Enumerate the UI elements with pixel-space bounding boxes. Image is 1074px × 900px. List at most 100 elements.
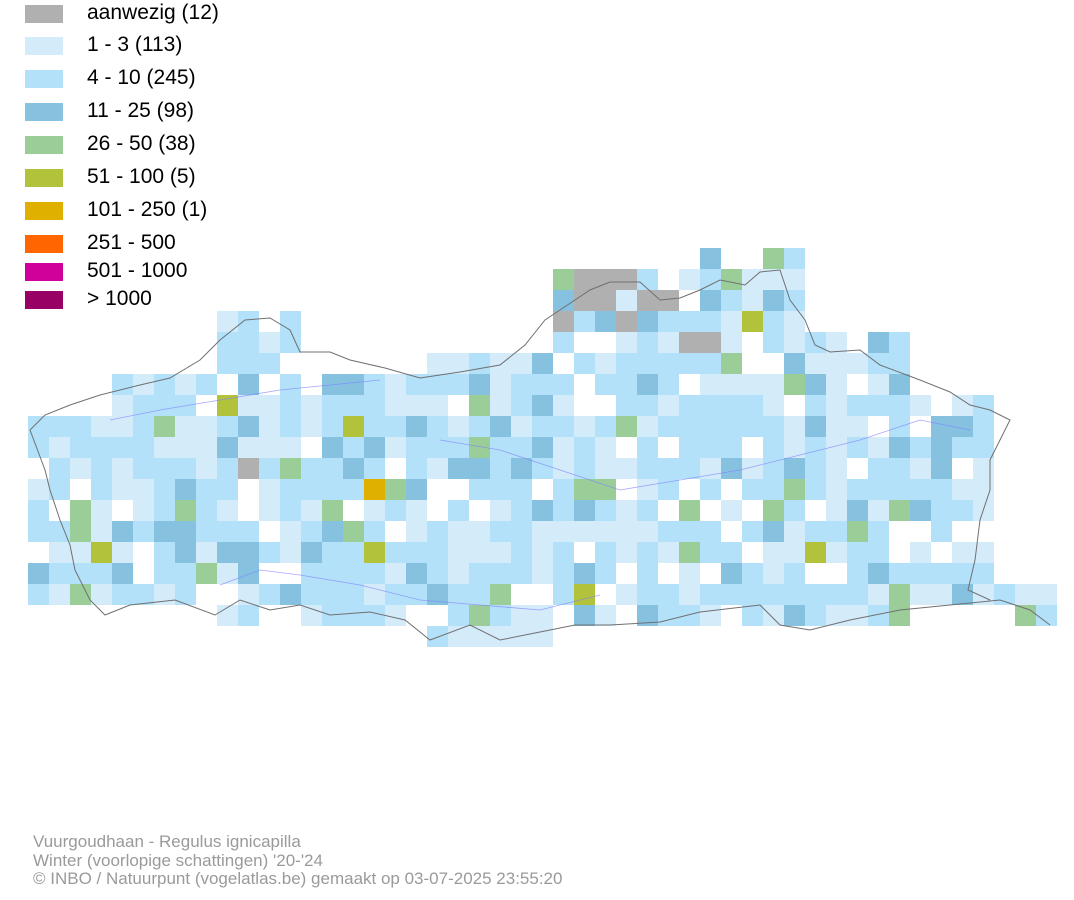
grid-cell [364, 563, 385, 584]
grid-cell [154, 479, 175, 500]
grid-cell [973, 395, 994, 416]
grid-cell [637, 605, 658, 626]
grid-cell [574, 479, 595, 500]
grid-cell [469, 395, 490, 416]
grid-cell [133, 500, 154, 521]
grid-cell [784, 290, 805, 311]
grid-cell [511, 374, 532, 395]
grid-cell [574, 521, 595, 542]
grid-cell [217, 311, 238, 332]
grid-cell [427, 626, 448, 647]
grid-cell [574, 416, 595, 437]
grid-cell [280, 521, 301, 542]
grid-cell [364, 542, 385, 563]
grid-cell [469, 374, 490, 395]
grid-cell [175, 521, 196, 542]
grid-cell [112, 437, 133, 458]
grid-cell [217, 542, 238, 563]
grid-cell [343, 605, 364, 626]
grid-cell [637, 479, 658, 500]
grid-cell [112, 584, 133, 605]
grid-cell [784, 584, 805, 605]
grid-cell [973, 563, 994, 584]
grid-cell [742, 563, 763, 584]
grid-cell [637, 353, 658, 374]
grid-cell [847, 605, 868, 626]
grid-cell [658, 353, 679, 374]
grid-cell [889, 374, 910, 395]
grid-cell [700, 437, 721, 458]
grid-cell [217, 479, 238, 500]
legend-label: 251 - 500 [87, 231, 176, 254]
grid-cell [805, 374, 826, 395]
grid-cell [784, 563, 805, 584]
grid-cell [490, 458, 511, 479]
grid-cell [532, 605, 553, 626]
grid-cell [175, 458, 196, 479]
grid-cell [784, 605, 805, 626]
grid-cell [238, 332, 259, 353]
grid-cell [133, 479, 154, 500]
grid-cell [112, 521, 133, 542]
grid-cell [784, 311, 805, 332]
grid-cell [70, 563, 91, 584]
grid-cell [448, 458, 469, 479]
grid-cell [889, 353, 910, 374]
grid-cell [91, 500, 112, 521]
grid-cell [658, 479, 679, 500]
grid-cell [868, 500, 889, 521]
grid-cell [469, 416, 490, 437]
grid-cell [868, 584, 889, 605]
grid-cell [196, 542, 217, 563]
grid-cell [343, 521, 364, 542]
grid-cell [763, 269, 784, 290]
grid-cell [910, 584, 931, 605]
grid-cell [448, 353, 469, 374]
grid-cell [637, 437, 658, 458]
grid-cell [49, 521, 70, 542]
grid-cell [301, 521, 322, 542]
grid-cell [322, 563, 343, 584]
grid-cell [91, 437, 112, 458]
grid-cell [973, 416, 994, 437]
grid-cell [553, 269, 574, 290]
grid-cell [154, 584, 175, 605]
grid-cell [910, 500, 931, 521]
grid-cell [952, 563, 973, 584]
grid-cell [511, 626, 532, 647]
grid-cell [448, 416, 469, 437]
grid-cell [574, 563, 595, 584]
grid-cell [322, 584, 343, 605]
grid-cell [805, 332, 826, 353]
grid-cell [91, 416, 112, 437]
grid-cell [469, 458, 490, 479]
legend-label: 1 - 3 (113) [87, 33, 183, 56]
grid-cell [238, 353, 259, 374]
grid-cell [49, 542, 70, 563]
grid-cell [469, 542, 490, 563]
grid-cell [385, 416, 406, 437]
grid-cell [784, 521, 805, 542]
grid-cell [511, 395, 532, 416]
grid-cell [826, 353, 847, 374]
grid-cell [910, 563, 931, 584]
grid-cell [847, 479, 868, 500]
grid-cell [763, 563, 784, 584]
grid-cell [763, 458, 784, 479]
grid-cell [406, 437, 427, 458]
grid-cell [742, 416, 763, 437]
grid-cell [280, 374, 301, 395]
grid-cell [889, 563, 910, 584]
grid-cell [406, 395, 427, 416]
grid-cell [70, 584, 91, 605]
grid-cell [28, 563, 49, 584]
grid-cell [889, 332, 910, 353]
grid-cell [553, 500, 574, 521]
grid-cell [301, 563, 322, 584]
grid-cell [469, 353, 490, 374]
grid-cell [721, 332, 742, 353]
grid-cell [196, 374, 217, 395]
grid-cell [700, 248, 721, 269]
grid-cell [679, 416, 700, 437]
grid-cell [280, 311, 301, 332]
